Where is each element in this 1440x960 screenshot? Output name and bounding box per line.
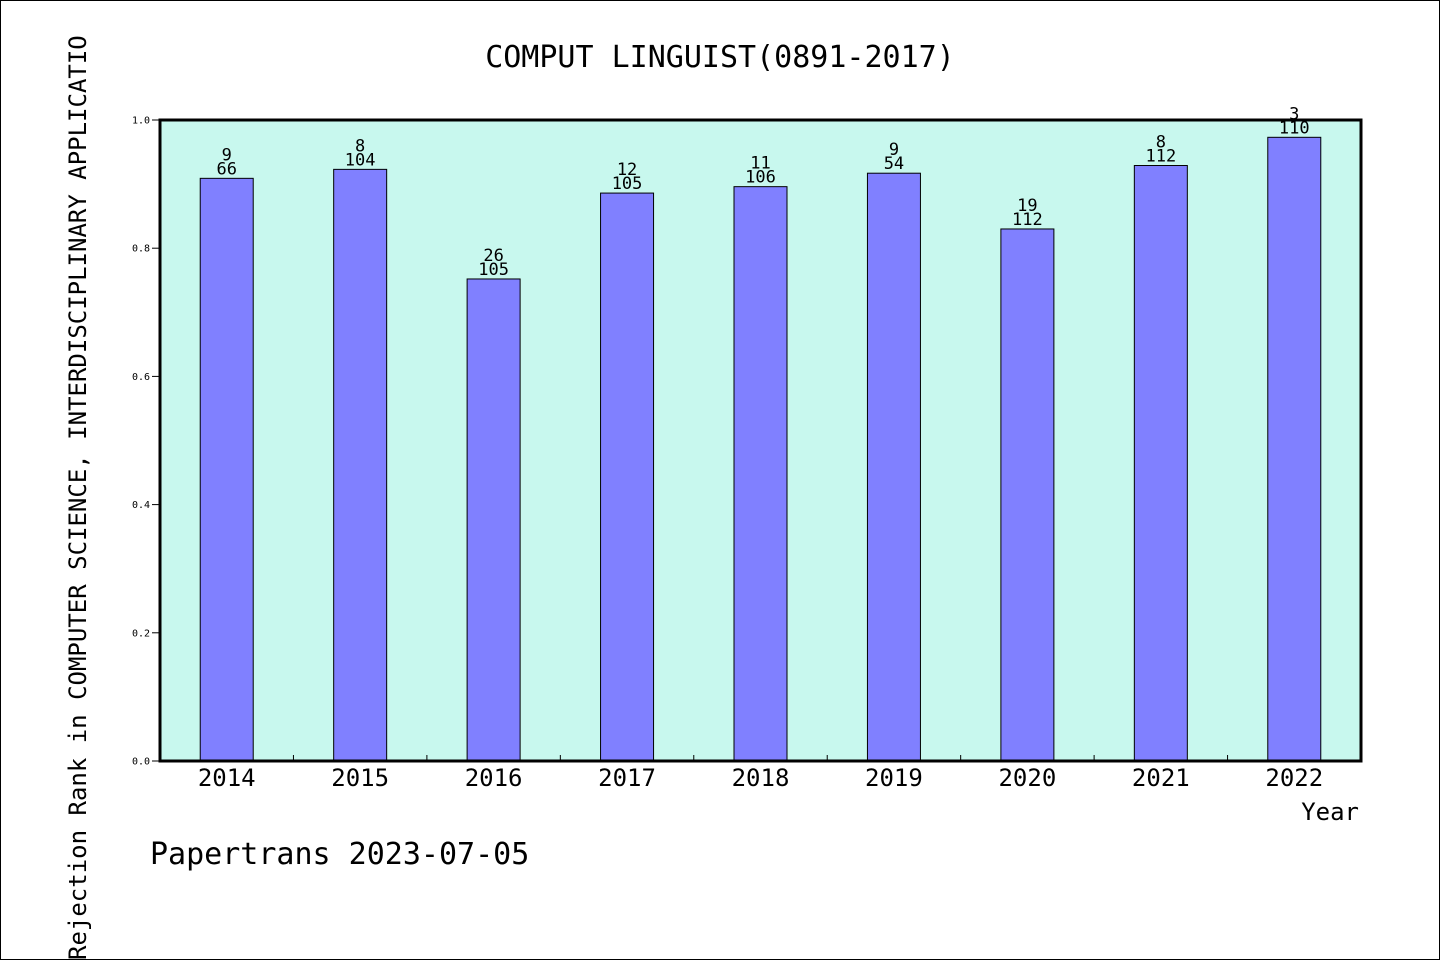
bar-label-top: 11 bbox=[750, 154, 770, 174]
x-axis-label: Year bbox=[1301, 798, 1359, 826]
bar-label-bottom: 104 bbox=[345, 150, 376, 170]
x-tick-label: 2017 bbox=[598, 764, 656, 792]
y-tick-label: 0.8 bbox=[132, 244, 150, 255]
y-tick-label: 0.4 bbox=[132, 500, 150, 511]
bar-label-top: 26 bbox=[483, 246, 503, 266]
chart-title: COMPUT LINGUIST(0891-2017) bbox=[485, 40, 955, 75]
x-tick-label: 2018 bbox=[732, 764, 790, 792]
x-tick-label: 2020 bbox=[998, 764, 1056, 792]
bar-label-bottom: 66 bbox=[216, 159, 236, 179]
y-tick-label: 0.2 bbox=[132, 628, 150, 639]
bar-2015 bbox=[333, 168, 388, 762]
bar-2019 bbox=[866, 172, 921, 762]
y-axis-label: Rejection Rank in COMPUTER SCIENCE, INTE… bbox=[64, 35, 92, 960]
bar-2014 bbox=[199, 177, 254, 762]
bar-2022 bbox=[1267, 136, 1322, 762]
bar-label-top: 19 bbox=[1017, 196, 1037, 216]
x-tick-label: 2021 bbox=[1132, 764, 1190, 792]
bar-2017 bbox=[600, 192, 655, 762]
x-tick-label: 2016 bbox=[465, 764, 523, 792]
bar-label-bottom: 106 bbox=[745, 168, 776, 188]
bar-label-top: 9 bbox=[222, 145, 232, 165]
x-tick-label: 2019 bbox=[865, 764, 923, 792]
plot-frame bbox=[158, 118, 1363, 763]
bar-label-bottom: 105 bbox=[612, 174, 643, 194]
x-tick-label: 2015 bbox=[331, 764, 389, 792]
bar-label-bottom: 112 bbox=[1145, 147, 1176, 167]
x-tick-label: 2014 bbox=[198, 764, 256, 792]
bar-label-top: 8 bbox=[1156, 133, 1166, 153]
bar-label-top: 3 bbox=[1289, 104, 1299, 124]
bar-label-top: 8 bbox=[355, 136, 365, 156]
y-tick-label: 0.6 bbox=[132, 372, 150, 383]
bar-label-bottom: 112 bbox=[1012, 210, 1043, 230]
bar-label-top: 12 bbox=[617, 160, 637, 180]
bar-label-bottom: 54 bbox=[884, 154, 904, 174]
bar-2018 bbox=[733, 186, 788, 762]
y-tick-label: 1.0 bbox=[132, 116, 150, 127]
bar-label-bottom: 105 bbox=[478, 260, 509, 280]
y-tick-label: 0.0 bbox=[132, 757, 150, 768]
bar-label-bottom: 110 bbox=[1279, 118, 1310, 138]
bar-2021 bbox=[1133, 165, 1188, 762]
bar-2016 bbox=[466, 278, 521, 762]
bar-label-top: 9 bbox=[889, 140, 899, 160]
bar-2020 bbox=[1000, 228, 1055, 762]
x-tick-label: 2022 bbox=[1265, 764, 1323, 792]
footer-credit: Papertrans 2023-07-05 bbox=[150, 837, 529, 872]
